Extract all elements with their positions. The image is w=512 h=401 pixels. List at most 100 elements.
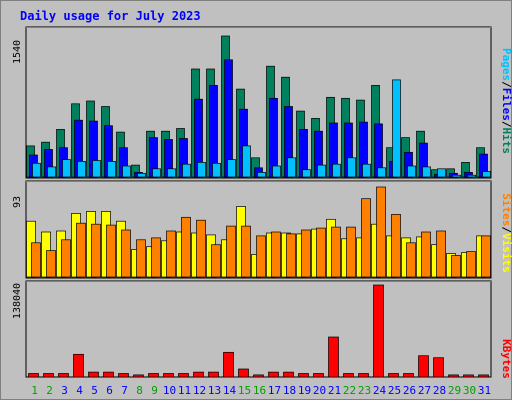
bar-kbytes-day-31 [478, 374, 489, 378]
bar-pages-day-23 [362, 163, 371, 178]
legend-kbytes: KBytes [500, 339, 512, 379]
bar-sites-day-9 [151, 237, 161, 278]
bar-pages-day-29 [452, 174, 461, 178]
bar-pages-day-31 [482, 171, 491, 178]
bar-kbytes-day-24 [373, 284, 384, 378]
day-label-14: 14 [223, 384, 237, 397]
day-label-24: 24 [373, 384, 387, 397]
bar-sites-day-10 [166, 230, 176, 278]
bar-pages-day-12 [197, 162, 206, 178]
legend-hits: Hits [500, 128, 512, 155]
bar-pages-day-11 [182, 163, 191, 178]
bar-sites-day-27 [421, 231, 431, 278]
bar-sites-day-1 [31, 242, 41, 278]
bar-sites-day-20 [316, 227, 326, 278]
legend-legend_mid: Sites/Visits [500, 193, 512, 273]
day-label-4: 4 [76, 384, 83, 397]
y-axis-max-label: 138040 [12, 283, 23, 319]
bar-sites-day-16 [256, 235, 266, 278]
bar-kbytes-day-21 [328, 336, 339, 378]
day-label-20: 20 [313, 384, 326, 397]
bar-kbytes-day-14 [223, 351, 234, 378]
bar-pages-day-17 [272, 165, 281, 178]
legend-legend_bottom: KBytes [500, 339, 512, 379]
day-label-15: 15 [238, 384, 251, 397]
bar-files-day-17 [269, 97, 278, 178]
bar-pages-day-3 [62, 159, 71, 178]
bar-sites-day-31 [481, 235, 491, 278]
bar-sites-day-4 [76, 222, 86, 278]
day-label-18: 18 [283, 384, 296, 397]
bar-sites-day-22 [346, 226, 356, 278]
bar-sites-day-26 [406, 242, 416, 278]
bar-pages-day-9 [152, 168, 161, 178]
bar-sites-day-17 [271, 231, 281, 278]
day-label-1: 1 [31, 384, 38, 397]
chart-panels: 1540 93 138040 [12, 26, 492, 378]
bar-sites-day-30 [466, 251, 476, 278]
bar-pages-day-4 [77, 161, 86, 178]
day-label-29: 29 [448, 384, 461, 397]
bar-kbytes-day-25 [388, 373, 399, 378]
day-label-17: 17 [268, 384, 281, 397]
bar-kbytes-day-17 [268, 371, 279, 378]
bar-pages-day-13 [212, 162, 221, 178]
day-label-19: 19 [298, 384, 311, 397]
legend-separator: / [500, 121, 512, 128]
bar-kbytes-day-6 [103, 371, 114, 378]
bar-kbytes-day-23 [358, 373, 369, 378]
panel-visits-sites: 93 [12, 180, 492, 279]
day-label-6: 6 [106, 384, 113, 397]
bar-sites-day-13 [211, 244, 221, 278]
bar-kbytes-day-5 [88, 371, 99, 378]
y-axis-max-label: 93 [12, 196, 23, 208]
bar-sites-day-12 [196, 219, 206, 278]
bar-sites-day-6 [106, 224, 116, 278]
bar-pages-day-28 [437, 168, 446, 178]
bar-kbytes-day-13 [208, 371, 219, 378]
bar-sites-day-18 [286, 233, 296, 278]
legend-separator: / [500, 81, 512, 88]
chart-legends: Pages/Files/Hits Sites/Visits KBytes [500, 48, 512, 379]
day-label-2: 2 [46, 384, 53, 397]
legend-separator: / [500, 226, 512, 233]
panel-kbytes: 138040 [12, 280, 492, 378]
day-label-16: 16 [253, 384, 266, 397]
bar-pages-day-18 [287, 157, 296, 178]
bar-pages-day-21 [332, 163, 341, 178]
day-label-31: 31 [478, 384, 491, 397]
bar-pages-day-25 [392, 79, 401, 178]
chart-title: Daily usage for July 2023 [20, 9, 201, 23]
day-label-13: 13 [208, 384, 221, 397]
bar-sites-day-29 [451, 255, 461, 278]
bar-kbytes-day-19 [298, 373, 309, 378]
y-axis-max-label: 1540 [12, 40, 23, 64]
bar-kbytes-day-2 [43, 373, 54, 378]
day-label-11: 11 [178, 384, 191, 397]
bar-sites-day-24 [376, 186, 386, 278]
bar-sites-day-21 [331, 226, 341, 278]
bar-kbytes-day-30 [463, 374, 474, 378]
day-label-27: 27 [418, 384, 431, 397]
bar-sites-day-3 [61, 239, 71, 278]
bar-sites-day-23 [361, 198, 371, 278]
bar-kbytes-day-4 [73, 353, 84, 378]
bar-kbytes-day-7 [118, 373, 129, 378]
legend-text-legend_bottom: KBytes [500, 339, 512, 379]
legend-legend_top: Pages/Files/Hits [500, 48, 512, 154]
bar-kbytes-day-3 [58, 373, 69, 378]
bar-sites-day-28 [436, 230, 446, 278]
bar-kbytes-day-26 [403, 373, 414, 378]
bar-sites-day-19 [301, 229, 311, 278]
bar-kbytes-day-18 [283, 371, 294, 378]
bar-kbytes-day-12 [193, 371, 204, 378]
legend-sites: Sites [500, 193, 512, 226]
bar-kbytes-day-16 [253, 374, 264, 378]
bar-pages-day-2 [47, 166, 56, 178]
bar-kbytes-day-22 [343, 373, 354, 378]
bar-pages-day-15 [242, 145, 251, 178]
bar-pages-day-14 [227, 159, 236, 178]
bar-kbytes-day-10 [163, 373, 174, 378]
